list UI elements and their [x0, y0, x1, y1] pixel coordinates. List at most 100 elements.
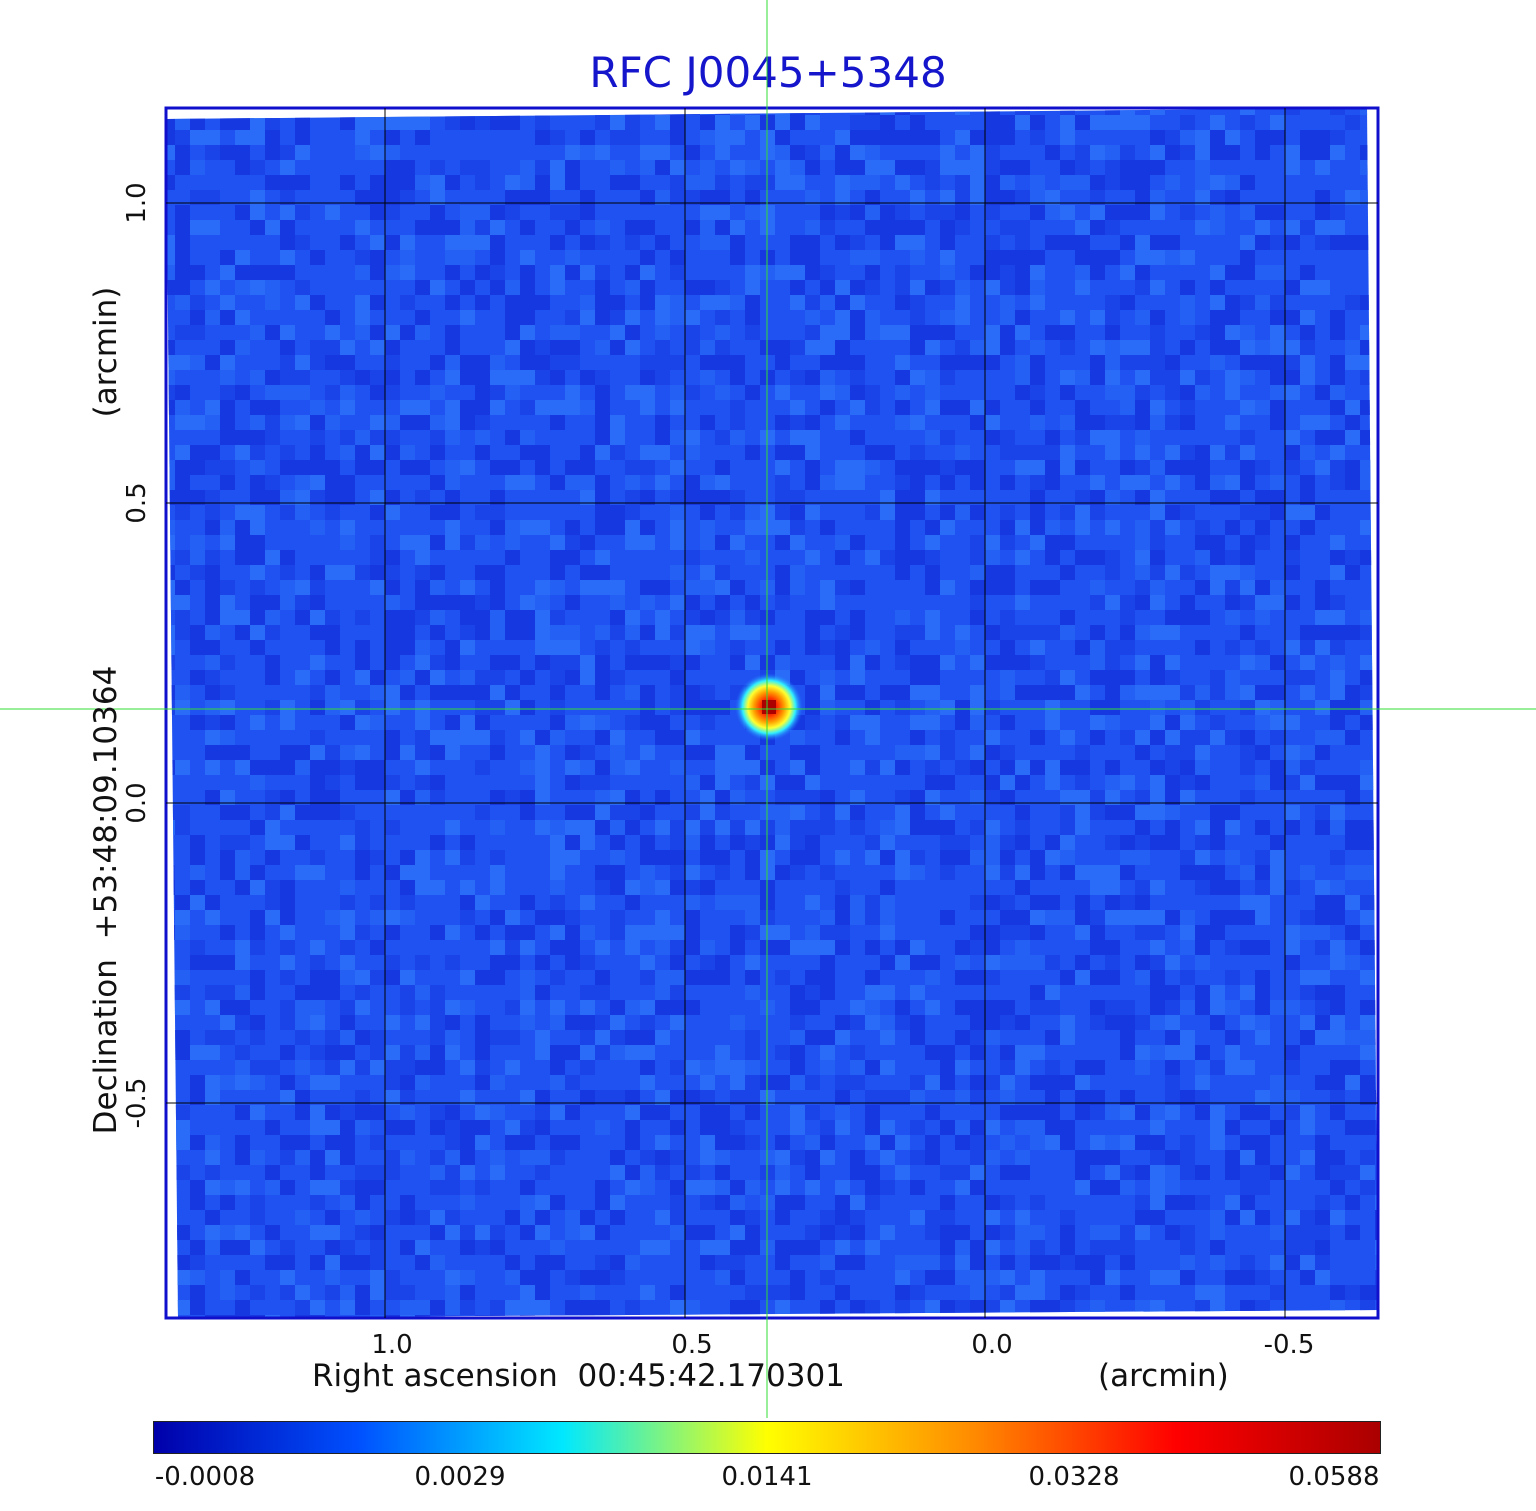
noise-cell [670, 310, 685, 325]
noise-cell [385, 340, 400, 355]
noise-cell [1105, 1180, 1120, 1195]
noise-cell [610, 1045, 625, 1060]
noise-cell [505, 790, 520, 805]
noise-cell [910, 475, 925, 490]
noise-cell [670, 595, 685, 610]
noise-cell [1210, 130, 1225, 145]
noise-cell [805, 625, 820, 640]
noise-cell [1105, 670, 1120, 685]
noise-cell [835, 1240, 850, 1255]
noise-cell [1195, 220, 1210, 235]
noise-cell [1135, 1165, 1150, 1180]
noise-cell [640, 715, 655, 730]
noise-cell [1105, 760, 1120, 775]
noise-cell [565, 265, 580, 280]
noise-cell [655, 115, 670, 130]
noise-cell [655, 1030, 670, 1045]
noise-cell [1030, 460, 1045, 475]
noise-cell [295, 145, 310, 160]
noise-cell [790, 760, 805, 775]
noise-cell [1225, 640, 1240, 655]
noise-cell [685, 685, 700, 700]
noise-cell [805, 820, 820, 835]
noise-cell [445, 595, 460, 610]
noise-cell [1345, 565, 1360, 580]
noise-cell [535, 130, 550, 145]
noise-cell [430, 475, 445, 490]
noise-cell [430, 670, 445, 685]
noise-cell [265, 145, 280, 160]
noise-cell [1210, 805, 1225, 820]
noise-cell [520, 1210, 535, 1225]
noise-cell [1075, 805, 1090, 820]
noise-cell [250, 715, 265, 730]
noise-cell [700, 415, 715, 430]
noise-cell [985, 1270, 1000, 1285]
noise-cell [550, 640, 565, 655]
noise-cell [625, 130, 640, 145]
noise-cell [1045, 205, 1060, 220]
noise-cell [370, 430, 385, 445]
noise-cell [565, 220, 580, 235]
noise-cell [1150, 880, 1165, 895]
noise-cell [865, 460, 880, 475]
noise-cell [220, 700, 235, 715]
noise-cell [895, 520, 910, 535]
noise-cell [535, 1090, 550, 1105]
noise-cell [745, 1180, 760, 1195]
noise-cell [730, 820, 745, 835]
noise-cell [400, 910, 415, 925]
noise-cell [790, 235, 805, 250]
noise-cell [820, 370, 835, 385]
noise-cell [400, 1240, 415, 1255]
noise-cell [1255, 595, 1270, 610]
noise-cell [670, 850, 685, 865]
noise-cell [895, 505, 910, 520]
noise-cell [925, 745, 940, 760]
noise-cell [415, 1210, 430, 1225]
noise-cell [865, 1000, 880, 1015]
noise-cell [460, 595, 475, 610]
noise-cell [385, 370, 400, 385]
noise-cell [175, 550, 190, 565]
noise-cell [385, 970, 400, 985]
noise-cell [520, 430, 535, 445]
noise-cell [1150, 1105, 1165, 1120]
noise-cell [460, 250, 475, 265]
noise-cell [715, 295, 730, 310]
noise-cell [1120, 1015, 1135, 1030]
noise-cell [370, 115, 385, 130]
noise-cell [1120, 610, 1135, 625]
noise-cell [835, 145, 850, 160]
noise-cell [490, 670, 505, 685]
noise-cell [1165, 790, 1180, 805]
noise-cell [1300, 310, 1315, 325]
noise-cell [1300, 685, 1315, 700]
noise-cell [460, 355, 475, 370]
noise-cell [445, 475, 460, 490]
noise-cell [355, 820, 370, 835]
noise-cell [670, 460, 685, 475]
noise-cell [565, 910, 580, 925]
noise-cell [1120, 400, 1135, 415]
noise-cell [295, 205, 310, 220]
noise-cell [1105, 445, 1120, 460]
noise-cell [865, 175, 880, 190]
noise-cell [445, 520, 460, 535]
noise-cell [880, 955, 895, 970]
noise-cell [295, 355, 310, 370]
noise-cell [1180, 1240, 1195, 1255]
noise-cell [1270, 295, 1285, 310]
noise-cell [1105, 1225, 1120, 1240]
noise-cell [1060, 1240, 1075, 1255]
noise-cell [595, 505, 610, 520]
noise-cell [505, 1210, 520, 1225]
noise-cell [1090, 655, 1105, 670]
noise-cell [460, 580, 475, 595]
noise-cell [1300, 1150, 1315, 1165]
noise-cell [730, 1210, 745, 1225]
noise-cell [580, 235, 595, 250]
noise-cell [805, 1240, 820, 1255]
noise-cell [505, 610, 520, 625]
noise-cell [775, 595, 790, 610]
